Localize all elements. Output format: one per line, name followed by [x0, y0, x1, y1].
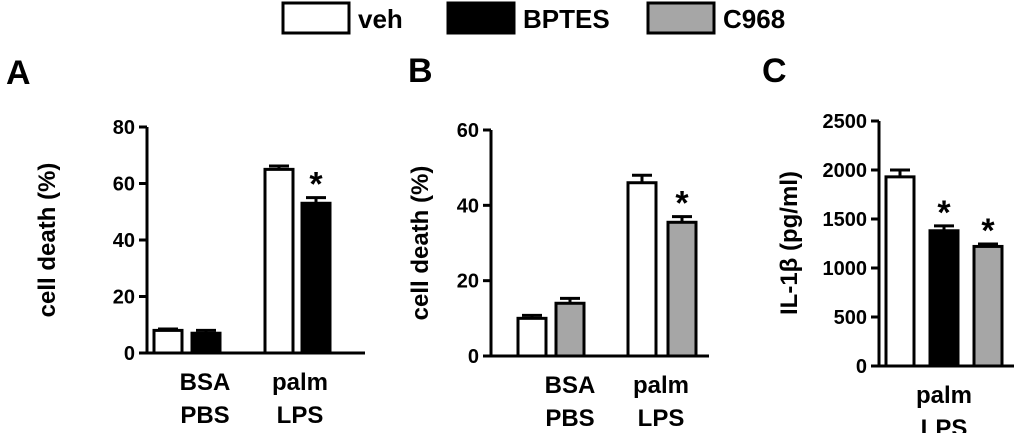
p1-category-label: palm: [272, 369, 328, 396]
p3-y-tick-label: 1500: [823, 209, 868, 231]
p2-y-axis-label: cell death (%): [407, 166, 434, 321]
legend-label-bptes: BPTES: [523, 4, 610, 34]
p2-y-tick-label: 0: [468, 346, 479, 368]
p2-bar-c968-0: [554, 301, 586, 358]
p2-bar-veh-1: [626, 181, 658, 358]
legend-swatch-c968: [646, 1, 716, 35]
p3-y-tick-label: 500: [834, 307, 867, 329]
legend-swatch-bptes: [446, 1, 516, 35]
p1-significance-mark: *: [309, 166, 323, 204]
p1-bar-veh-1: [263, 167, 295, 355]
p3-y-tick-label: 2000: [823, 160, 868, 182]
p3-category-label: LPS: [921, 415, 968, 433]
p3-y-tick-label: 1000: [823, 258, 868, 280]
p2-bar-veh-0: [516, 316, 548, 358]
p1-y-tick-label: 20: [113, 287, 135, 309]
p2-y-tick-label: 40: [457, 195, 479, 217]
p1-y-tick-label: 40: [113, 230, 135, 252]
p1-y-axis-label: cell death (%): [34, 163, 61, 318]
p1-bar-bptes-0: [190, 331, 222, 355]
p1-y-tick-label: 80: [113, 117, 135, 139]
p3-significance-mark: *: [937, 194, 951, 232]
p2-significance-mark: *: [675, 185, 689, 223]
p2-category-label: PBS: [545, 405, 594, 432]
p2-bar-c968-1: [666, 220, 698, 358]
p1-category-label: LPS: [277, 402, 324, 429]
p1-category-label: BSA: [180, 369, 231, 396]
panel-letter-c: C: [762, 52, 787, 90]
p2-category-label: BSA: [545, 372, 596, 399]
panel-letter-a: A: [6, 54, 31, 92]
legend-swatch-veh: [281, 1, 351, 35]
legend-label-veh: veh: [358, 4, 403, 34]
p2-category-label: palm: [633, 372, 689, 399]
p3-bar-veh-0: [884, 175, 916, 368]
chart-panel-a: 0 20 40 60 80 cell death (%) BSA PBS palm LPS *: [34, 117, 365, 429]
p3-bar-c968-0: [972, 244, 1004, 368]
p2-y-tick-label: 60: [457, 120, 479, 142]
p3-bar-bptes-0: [928, 229, 960, 368]
chart-panel-b: 0 20 40 60 cell death (%) BSA PBS palm LPS *: [407, 120, 709, 432]
chart-panel-c: 0 500 1000 1500 2000 2500 IL-1β (pg/ml) palm LPS…: [776, 111, 1014, 433]
p1-bar-veh-0: [152, 328, 184, 355]
p2-category-label: LPS: [638, 405, 685, 432]
p1-bar-bptes-1: [300, 201, 332, 355]
p1-y-tick-label: 0: [124, 343, 135, 365]
p3-y-axis-label: IL-1β (pg/ml): [776, 171, 803, 315]
legend: veh BPTES C968: [281, 1, 785, 35]
p2-y-tick-label: 20: [457, 271, 479, 293]
legend-label-c968: C968: [723, 4, 785, 34]
p3-y-tick-label: 2500: [823, 111, 868, 133]
panel-letter-b: B: [408, 52, 433, 90]
p1-y-tick-label: 60: [113, 174, 135, 196]
p3-significance-mark: *: [981, 212, 995, 250]
p3-y-tick-label: 0: [856, 356, 867, 378]
p1-category-label: PBS: [180, 402, 229, 429]
p3-category-label: palm: [916, 382, 972, 409]
